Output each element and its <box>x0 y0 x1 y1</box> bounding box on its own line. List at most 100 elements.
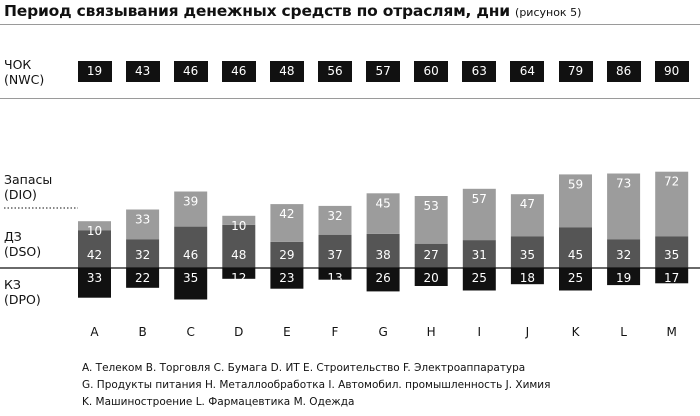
label-dio-K: 59 <box>568 177 583 191</box>
label-dpo-G: 26 <box>375 271 390 285</box>
bar-dio-L <box>607 173 641 240</box>
dpo-label-line2: (DPO) <box>4 292 41 307</box>
nwc-value-A: 19 <box>77 61 112 82</box>
nwc-value-F: 56 <box>318 61 352 82</box>
nwc-value-E: 48 <box>269 61 304 82</box>
bar-dpo-G <box>366 268 400 292</box>
label-dso-G: 38 <box>375 248 390 262</box>
bar-dio-H <box>414 196 448 244</box>
category-label-H: H <box>427 325 436 339</box>
category-label-B: B <box>138 325 146 339</box>
label-dpo-C: 35 <box>183 271 198 285</box>
bar-dpo-K <box>559 268 592 291</box>
dio-label-line1: Запасы <box>4 172 53 187</box>
category-label-E: E <box>283 325 291 339</box>
bar-dso-G <box>366 233 400 268</box>
bar-dpo-A <box>78 268 111 298</box>
label-dpo-F: 13 <box>327 271 342 285</box>
legend-line-1: A. Телеком B. Торговля C. Бумага D. ИТ E… <box>82 362 526 374</box>
label-dio-A: 10 <box>87 224 102 238</box>
label-dio-G: 45 <box>375 196 390 210</box>
nwc-value-L: 86 <box>606 61 641 82</box>
nwc-value-M: 90 <box>654 61 689 82</box>
label-dio-B: 33 <box>135 213 150 227</box>
nwc-value-J: 64 <box>510 61 545 82</box>
bar-dio-K <box>559 174 592 228</box>
legend-line-2: G. Продукты питания H. Металлообработка … <box>82 379 551 391</box>
bar-dso-K <box>559 227 592 268</box>
label-dso-I: 31 <box>472 248 487 262</box>
nwc-label-line1: ЧОК <box>4 57 32 72</box>
label-dio-F: 32 <box>327 209 342 223</box>
bar-dpo-J <box>510 268 544 285</box>
bar-dpo-F <box>318 268 352 280</box>
category-label-K: K <box>572 325 581 339</box>
bar-dso-J <box>510 236 544 268</box>
bar-dso-A <box>78 230 111 268</box>
bar-dso-H <box>414 243 448 268</box>
category-label-D: D <box>234 325 243 339</box>
bar-dpo-I <box>462 268 496 291</box>
bar-dio-E <box>270 204 304 242</box>
nwc-value-I: 63 <box>462 61 497 82</box>
bar-dso-L <box>607 239 641 268</box>
chart-title-block: Период связывания денежных средств по от… <box>4 1 581 20</box>
dso-row-label: ДЗ (DSO) <box>4 229 41 259</box>
section-rule <box>0 98 700 99</box>
label-dpo-D: 12 <box>231 271 246 285</box>
chart-title: Период связывания денежных средств по от… <box>4 2 510 20</box>
label-dio-M: 72 <box>664 175 679 189</box>
label-dpo-A: 33 <box>87 271 102 285</box>
label-dso-J: 35 <box>520 248 535 262</box>
bar-dio-B <box>126 209 160 240</box>
bar-dso-D <box>222 224 256 268</box>
label-dso-K: 45 <box>568 248 583 262</box>
top-rule <box>0 24 700 25</box>
category-label-J: J <box>525 325 530 339</box>
label-dso-M: 35 <box>664 248 679 262</box>
category-label-L: L <box>620 325 627 339</box>
label-dpo-H: 20 <box>424 271 439 285</box>
label-dio-C: 39 <box>183 195 198 209</box>
label-dpo-M: 17 <box>664 271 679 285</box>
bar-dpo-M <box>655 268 689 284</box>
label-dso-L: 32 <box>616 248 631 262</box>
bar-dio-I <box>462 188 496 241</box>
nwc-value-H: 60 <box>414 61 449 82</box>
nwc-value-D: 46 <box>221 61 256 82</box>
nwc-value-B: 43 <box>125 61 160 82</box>
nwc-row-label: ЧОК (NWC) <box>4 57 44 87</box>
bar-dpo-H <box>414 268 448 286</box>
nwc-value-K: 79 <box>558 61 593 82</box>
bar-dpo-B <box>126 268 160 288</box>
bar-dso-B <box>126 239 160 268</box>
nwc-value-C: 46 <box>173 61 208 82</box>
label-dso-E: 29 <box>279 248 294 262</box>
chart-subtitle: (рисунок 5) <box>515 6 582 19</box>
label-dio-D: 10 <box>231 219 246 233</box>
dio-label-line2: (DIO) <box>4 187 37 202</box>
bar-dio-J <box>510 194 544 237</box>
bar-dio-G <box>366 193 400 234</box>
bar-dso-C <box>174 226 208 268</box>
dso-label-line2: (DSO) <box>4 244 42 259</box>
label-dpo-L: 19 <box>616 271 631 285</box>
bar-dpo-L <box>607 268 641 286</box>
legend-line-3: K. Машиностроение L. Фармацевтика M. Оде… <box>82 396 355 408</box>
dso-label-line1: ДЗ <box>4 229 22 244</box>
dpo-label-line1: КЗ <box>4 277 21 292</box>
bar-dso-F <box>318 234 352 268</box>
bar-dso-E <box>270 241 304 268</box>
label-dpo-J: 18 <box>520 271 535 285</box>
label-dso-H: 27 <box>424 248 439 262</box>
nwc-value-G: 57 <box>366 61 401 82</box>
label-dio-H: 53 <box>424 199 439 213</box>
category-label-F: F <box>332 325 339 339</box>
bar-dio-C <box>174 191 208 227</box>
label-dpo-E: 23 <box>279 271 294 285</box>
label-dso-F: 37 <box>327 248 342 262</box>
bar-dpo-C <box>174 268 208 300</box>
category-label-A: A <box>90 325 99 339</box>
